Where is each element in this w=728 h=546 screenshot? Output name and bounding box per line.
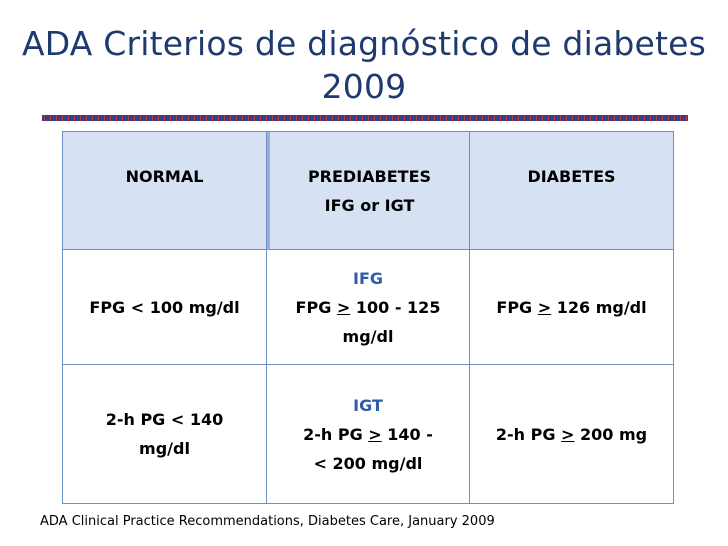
- header-prediabetes-sub: IFG or IGT: [324, 196, 415, 215]
- header-normal: NORMAL: [63, 132, 267, 250]
- page-title: ADA Criterios de diagnóstico de diabetes…: [0, 22, 728, 108]
- igt-label: IGT: [353, 395, 383, 415]
- title-line-1: ADA Criterios de diagnóstico de diabetes: [21, 24, 707, 63]
- fpg-prediabetes-cell: IFG FPG > 100 - 125 mg/dl: [267, 250, 470, 365]
- footer-citation: ADA Clinical Practice Recommendations, D…: [40, 514, 495, 529]
- pg-prediabetes-cell: IGT 2-h PG > 140 - < 200 mg/dl: [267, 365, 470, 503]
- title-divider: [42, 115, 688, 121]
- fpg-diabetes-cell: FPG > 126 mg/dl: [470, 250, 673, 365]
- ifg-label: IFG: [352, 268, 383, 288]
- pg-diabetes-cell: 2-h PG > 200 mg: [495, 424, 648, 444]
- diagnosis-table: NORMAL PREDIABETES IFG or IGT DIABETES F…: [62, 131, 674, 504]
- header-diabetes: DIABETES: [470, 132, 673, 250]
- title-line-2: 2009: [321, 67, 407, 106]
- fpg-normal-cell: FPG < 100 mg/dl: [63, 250, 267, 365]
- header-prediabetes: PREDIABETES IFG or IGT: [267, 132, 470, 250]
- pg-normal-cell: 2-h PG < 140 mg/dl: [63, 365, 267, 503]
